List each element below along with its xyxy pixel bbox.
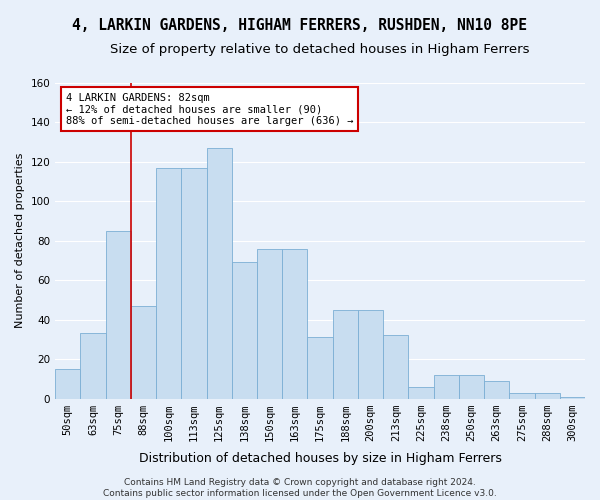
Bar bbox=[80, 334, 106, 398]
Bar bbox=[535, 392, 560, 398]
Bar bbox=[358, 310, 383, 398]
Title: Size of property relative to detached houses in Higham Ferrers: Size of property relative to detached ho… bbox=[110, 42, 530, 56]
Y-axis label: Number of detached properties: Number of detached properties bbox=[15, 153, 25, 328]
Bar bbox=[332, 310, 358, 398]
Bar bbox=[206, 148, 232, 399]
Bar bbox=[409, 386, 434, 398]
Bar bbox=[434, 375, 459, 398]
Bar bbox=[131, 306, 156, 398]
Text: 4, LARKIN GARDENS, HIGHAM FERRERS, RUSHDEN, NN10 8PE: 4, LARKIN GARDENS, HIGHAM FERRERS, RUSHD… bbox=[73, 18, 527, 32]
Bar bbox=[307, 338, 332, 398]
Text: Contains HM Land Registry data © Crown copyright and database right 2024.
Contai: Contains HM Land Registry data © Crown c… bbox=[103, 478, 497, 498]
Bar bbox=[257, 248, 282, 398]
Text: 4 LARKIN GARDENS: 82sqm
← 12% of detached houses are smaller (90)
88% of semi-de: 4 LARKIN GARDENS: 82sqm ← 12% of detache… bbox=[66, 92, 353, 126]
Bar bbox=[282, 248, 307, 398]
X-axis label: Distribution of detached houses by size in Higham Ferrers: Distribution of detached houses by size … bbox=[139, 452, 502, 465]
Bar bbox=[181, 168, 206, 398]
Bar bbox=[55, 369, 80, 398]
Bar bbox=[106, 231, 131, 398]
Bar bbox=[509, 392, 535, 398]
Bar bbox=[156, 168, 181, 398]
Bar bbox=[383, 336, 409, 398]
Bar bbox=[560, 396, 585, 398]
Bar bbox=[232, 262, 257, 398]
Bar bbox=[459, 375, 484, 398]
Bar bbox=[484, 381, 509, 398]
